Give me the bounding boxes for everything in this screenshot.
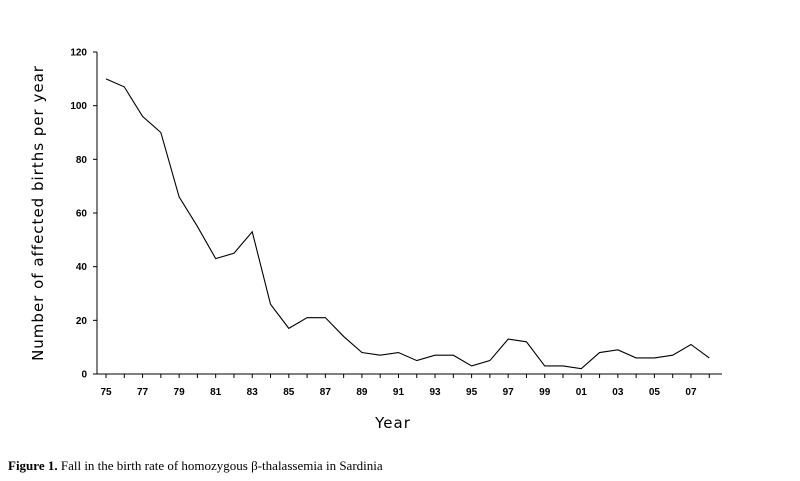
x-axis-title: Year: [374, 414, 411, 432]
x-tick-label: 75: [100, 387, 112, 398]
x-tick-label: 03: [612, 387, 624, 398]
x-tick-label: 87: [320, 387, 332, 398]
y-tick-label: 0: [81, 370, 87, 381]
y-tick-label: 80: [76, 155, 88, 166]
axes: [96, 52, 722, 375]
y-tick-label: 120: [70, 48, 87, 59]
x-tick-label: 83: [247, 387, 259, 398]
figure-caption-text: Fall in the birth rate of homozygous β-t…: [57, 458, 383, 473]
x-tick-label: 85: [283, 387, 295, 398]
x-tick-label: 91: [393, 387, 405, 398]
x-tick-label: 79: [174, 387, 186, 398]
figure-caption-label: Figure 1.: [8, 458, 58, 473]
x-tick-label: 77: [137, 387, 149, 398]
series-group: [105, 78, 710, 370]
x-tick-label: 99: [539, 387, 551, 398]
x-tick-label: 05: [649, 387, 661, 398]
y-ticks: 0 20 40 60 80 100 120: [70, 48, 97, 381]
figure-caption: Figure 1. Fall in the birth rate of homo…: [8, 458, 383, 474]
y-tick-label: 100: [70, 101, 87, 112]
x-tick-label: 93: [429, 387, 441, 398]
series-line: [105, 78, 710, 370]
x-ticks: 75 77 79 81 83 85 87 89 91 93 95 97 99 01 03 05 07: [100, 374, 710, 398]
x-tick-label: 07: [685, 387, 697, 398]
y-axis-title: Number of affected births per year: [29, 65, 47, 361]
y-tick-label: 20: [76, 316, 88, 327]
x-tick-label: 01: [576, 387, 588, 398]
y-tick-label: 60: [76, 209, 88, 220]
x-tick-label: 95: [466, 387, 478, 398]
x-tick-label: 81: [210, 387, 222, 398]
x-tick-label: 89: [356, 387, 368, 398]
y-tick-label: 40: [76, 262, 88, 273]
x-tick-label: 97: [503, 387, 515, 398]
